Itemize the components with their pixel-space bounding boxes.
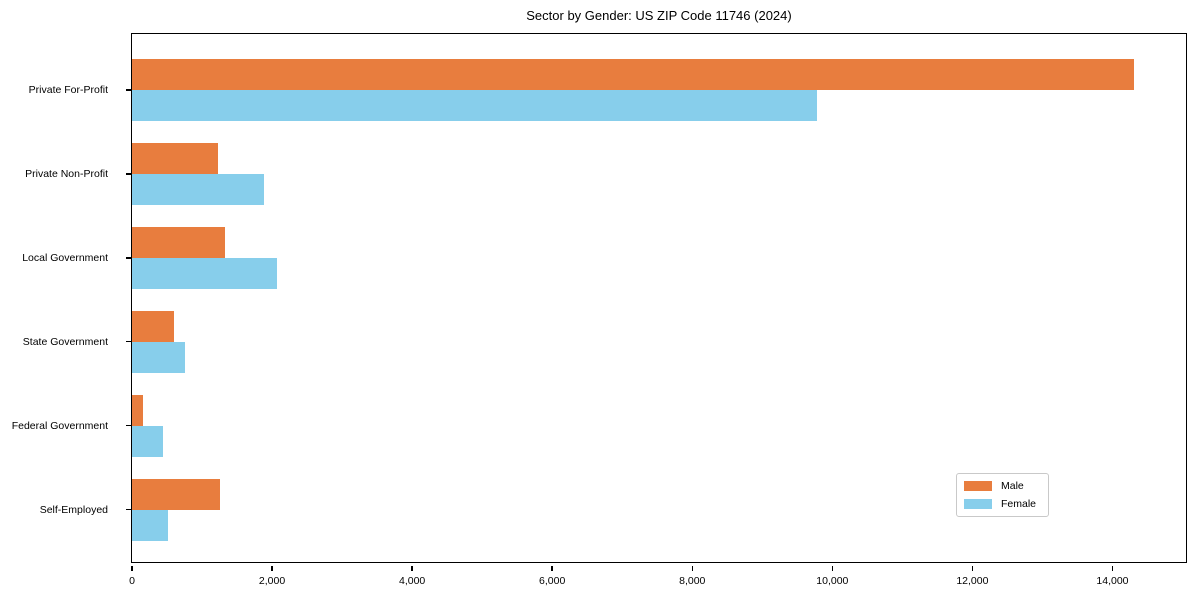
y-axis-label: State Government [22,335,108,348]
chart-title: Sector by Gender: US ZIP Code 11746 (202… [526,8,792,23]
x-tick-label: 14,000 [1096,575,1129,587]
x-tick-label: 10,000 [816,575,849,587]
bar-male-0 [132,59,1135,90]
y-tick-mark [125,173,131,175]
bar-female-5 [132,509,168,541]
bar-male-1 [132,142,219,174]
bar-male-3 [132,310,175,342]
y-axis-label: Self-Employed [39,503,108,516]
y-tick-mark [125,257,131,259]
x-tick-label: 6,000 [539,575,566,587]
y-axis-label: Federal Government [11,419,108,432]
x-tick-mark [411,565,413,571]
x-tick-mark [691,565,694,571]
y-tick-mark [125,424,131,427]
legend-swatch-female [964,499,992,509]
x-tick-mark [1111,565,1114,571]
legend-label: Male [1001,480,1024,492]
x-tick-label: 2,000 [258,575,286,587]
bar-male-4 [132,394,143,426]
legend-swatch-male [964,481,992,491]
x-tick-label: 8,000 [679,575,706,587]
x-tick-label: 0 [129,575,135,587]
bar-female-2 [132,257,277,289]
bar-female-0 [132,90,817,121]
y-axis-label: Local Government [22,251,108,264]
y-axis-label: Private For-Profit [28,84,108,96]
x-tick-mark [551,565,553,571]
y-tick-mark [125,89,131,91]
bar-female-1 [132,173,264,205]
bar-male-5 [132,478,220,510]
bar-male-2 [132,226,226,258]
x-tick-label: 12,000 [956,575,989,587]
legend-label: Female [1001,498,1037,510]
bar-female-4 [132,425,163,457]
legend-entry-female: Female [964,498,1040,510]
bar-female-3 [132,341,186,373]
x-tick-mark [831,565,834,571]
y-axis-label: Private Non-Profit [25,167,108,180]
x-tick-mark [271,565,273,571]
x-tick-label: 4,000 [398,575,426,587]
x-tick-mark [971,565,974,571]
legend-entry-male: Male [964,480,1040,492]
x-tick-mark [131,565,133,571]
y-tick-mark [125,340,131,343]
y-tick-mark [125,508,131,511]
plot-area: Private For-Profit Private Non-Profit Loca… [12,33,1187,587]
legend: Male Female [956,473,1049,517]
